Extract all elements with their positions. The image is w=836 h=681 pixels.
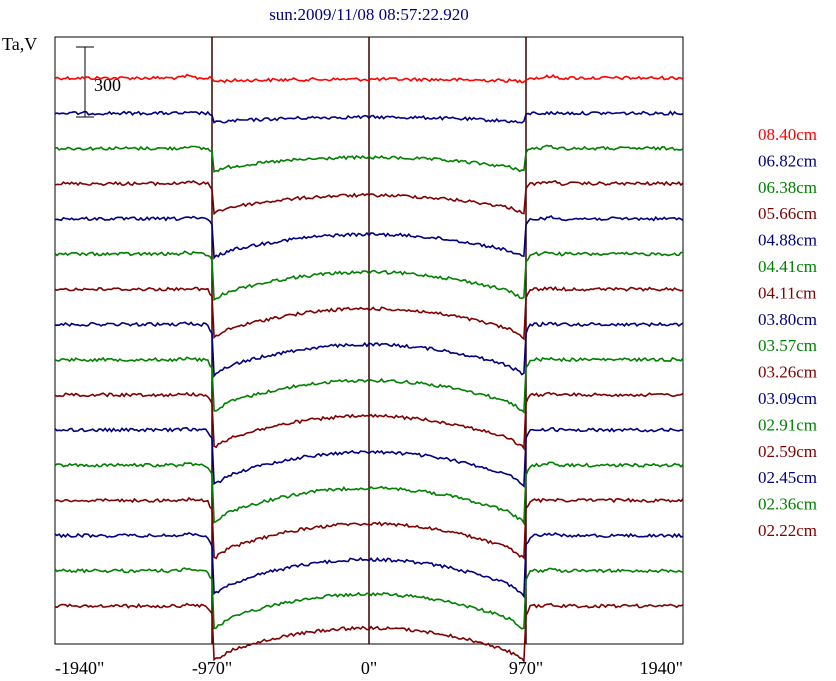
chart-title: sun:2009/11/08 08:57:22.920 <box>269 5 469 24</box>
y-axis-label: Ta,V <box>2 34 37 54</box>
legend-entry: 03.80cm <box>758 310 817 329</box>
legend-entry: 02.36cm <box>758 495 817 514</box>
legend-entry: 02.59cm <box>758 442 817 461</box>
legend-entry: 06.82cm <box>758 151 817 170</box>
series-line-02-91cm <box>54 461 684 526</box>
legend-entry: 04.11cm <box>758 283 816 302</box>
series-line-05-66cm <box>54 180 684 216</box>
series-line-03-80cm <box>54 321 684 379</box>
legend-entry: 03.57cm <box>758 336 817 355</box>
series-line-02-45cm <box>54 532 684 599</box>
series-line-04-41cm <box>54 250 684 302</box>
legend-entry: 04.41cm <box>758 257 817 276</box>
x-tick-label: 1940" <box>640 658 683 678</box>
series-line-02-22cm <box>54 602 684 664</box>
series-line-04-11cm <box>54 286 684 341</box>
legend-entry: 02.45cm <box>758 468 817 487</box>
legend-entry: 03.09cm <box>758 389 817 408</box>
series-line-08-40cm <box>54 73 684 84</box>
x-tick-label: 970" <box>509 658 543 678</box>
series-line-02-36cm <box>54 567 684 630</box>
series-line-03-57cm <box>54 356 684 414</box>
x-tick-label: 0" <box>361 658 377 678</box>
series-line-04-88cm <box>54 214 684 261</box>
scale-bar-label: 300 <box>94 75 121 95</box>
scale-bar: 300 <box>76 46 121 118</box>
legend-entry: 06.38cm <box>758 178 817 197</box>
series-line-02-59cm <box>54 496 684 560</box>
legend-entry: 02.91cm <box>758 415 817 434</box>
legend-entry: 02.22cm <box>758 521 817 540</box>
legend-entry: 04.88cm <box>758 231 817 250</box>
x-tick-label: -1940" <box>55 658 104 678</box>
series-line-03-09cm <box>54 426 684 488</box>
x-tick-label: -970" <box>192 658 232 678</box>
series-line-06-38cm <box>54 144 684 173</box>
series-line-06-82cm <box>54 110 684 124</box>
legend-entry: 05.66cm <box>758 204 817 223</box>
legend-entry: 08.40cm <box>758 125 817 144</box>
series-line-03-26cm <box>54 391 684 451</box>
legend-entry: 03.26cm <box>758 363 817 382</box>
